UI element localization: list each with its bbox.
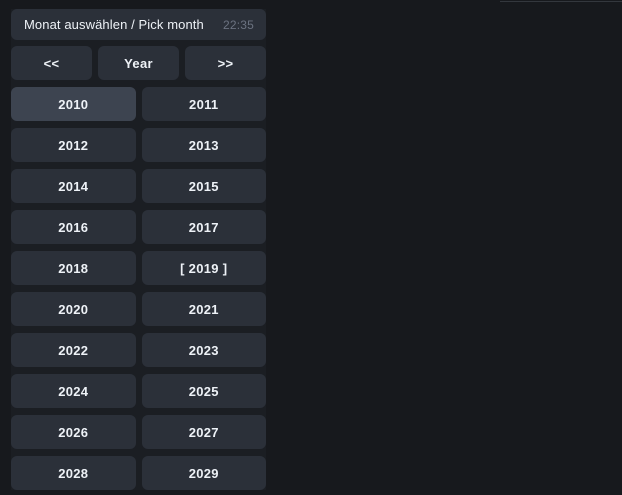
year-button[interactable]: 2014	[11, 169, 136, 203]
prev-period-button[interactable]: <<	[11, 46, 92, 80]
top-edge-rule	[500, 1, 622, 2]
picker-header: Monat auswählen / Pick month 22:35	[11, 9, 266, 40]
year-button[interactable]: 2025	[141, 374, 266, 408]
year-button[interactable]: 2013	[141, 128, 266, 162]
year-button[interactable]: 2022	[11, 333, 136, 367]
year-button[interactable]: [ 2019 ]	[141, 251, 266, 285]
year-button[interactable]: 2017	[141, 210, 266, 244]
scope-toggle-button[interactable]: Year	[98, 46, 179, 80]
picker-nav-row: << Year >>	[11, 46, 266, 80]
year-grid: 2010 2011 2012 2013 2014 2015 2016 2017 2018[ 20…	[11, 87, 266, 490]
year-button[interactable]: 2015	[141, 169, 266, 203]
year-button[interactable]: 2024	[11, 374, 136, 408]
year-button[interactable]: 2020	[11, 292, 136, 326]
year-button[interactable]: 2023	[141, 333, 266, 367]
year-button[interactable]: 2029	[141, 456, 266, 490]
picker-title: Monat auswählen / Pick month	[24, 17, 204, 32]
year-button[interactable]: 2010	[11, 87, 136, 121]
year-button[interactable]: 2028	[11, 456, 136, 490]
year-button[interactable]: 2021	[141, 292, 266, 326]
year-button[interactable]: 2018	[11, 251, 136, 285]
year-button[interactable]: 2012	[11, 128, 136, 162]
year-picker-panel: Monat auswählen / Pick month 22:35 << Ye…	[11, 9, 266, 490]
next-period-button[interactable]: >>	[185, 46, 266, 80]
year-button[interactable]: 2016	[11, 210, 136, 244]
year-button[interactable]: 2026	[11, 415, 136, 449]
year-button[interactable]: 2011	[141, 87, 266, 121]
year-button[interactable]: 2027	[141, 415, 266, 449]
picker-time: 22:35	[222, 17, 254, 32]
